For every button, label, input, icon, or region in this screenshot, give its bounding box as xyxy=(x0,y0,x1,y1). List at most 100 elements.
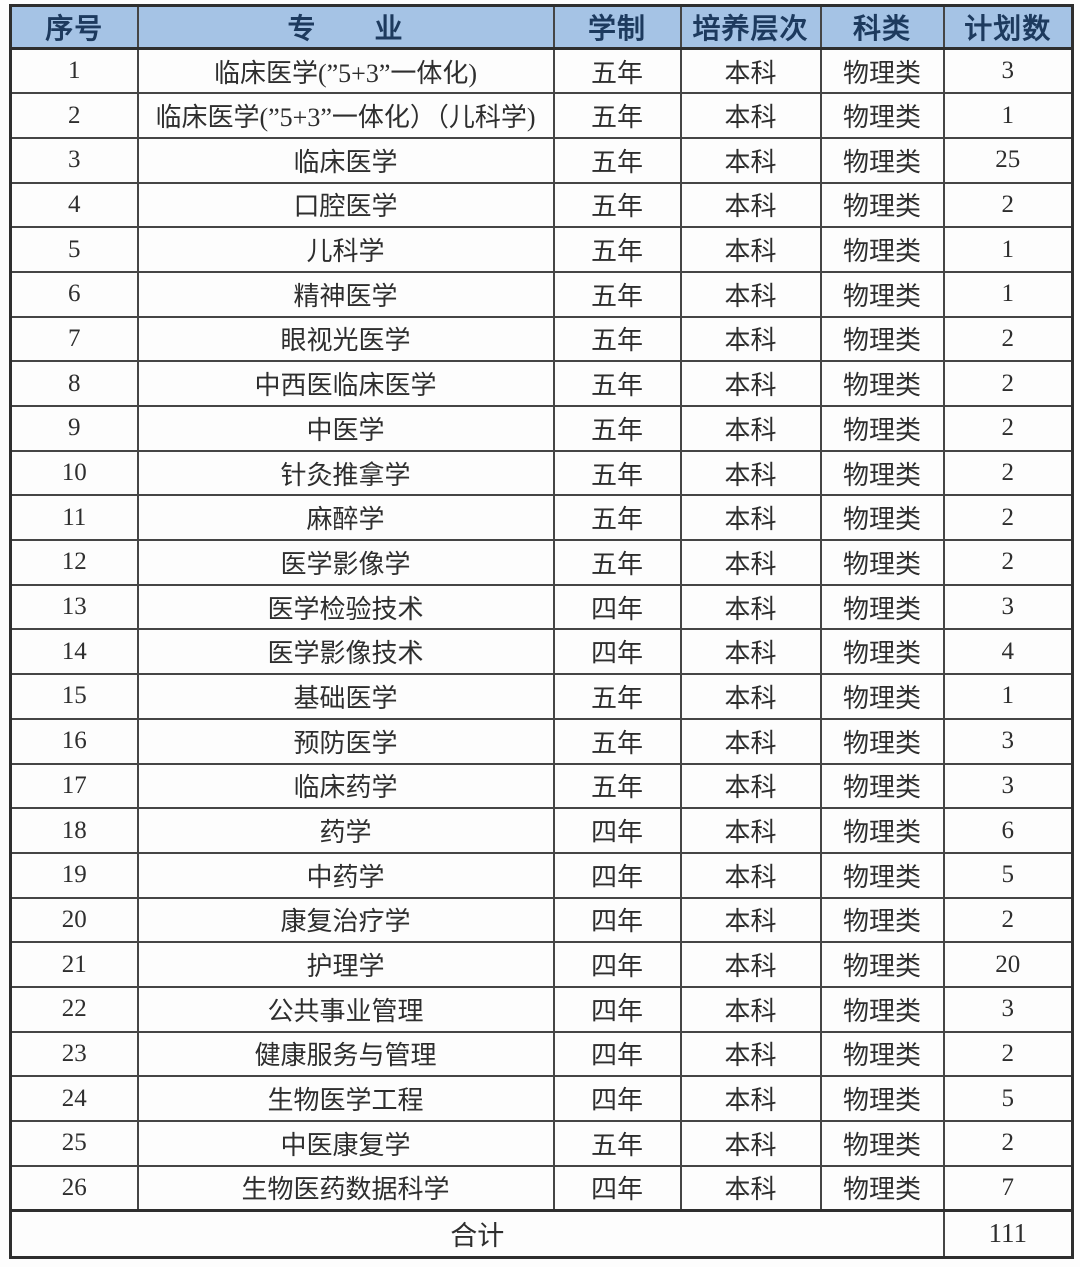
category-cell: 物理类 xyxy=(819,673,945,720)
plan-count-cell: 2 xyxy=(942,1030,1074,1078)
category-cell: 物理类 xyxy=(819,539,945,586)
level-cell: 本科 xyxy=(679,807,822,854)
category-cell: 物理类 xyxy=(819,1164,945,1212)
major-cell: 麻醉学 xyxy=(136,494,555,542)
table-row: 17 临床药学 五年 本科 物理类 3 xyxy=(9,762,1074,810)
row-number-cell: 8 xyxy=(9,360,139,407)
plan-count-cell: 25 xyxy=(942,136,1074,184)
duration-cell: 五年 xyxy=(552,226,682,273)
table-row: 4 口腔医学 五年 本科 物理类 2 xyxy=(9,181,1074,229)
duration-cell: 四年 xyxy=(552,985,682,1033)
category-cell: 物理类 xyxy=(819,136,945,184)
table-row: 25 中医康复学 五年 本科 物理类 2 xyxy=(9,1120,1074,1167)
plan-count-cell: 5 xyxy=(942,851,1074,899)
table-row: 8 中西医临床医学 五年 本科 物理类 2 xyxy=(9,360,1074,407)
major-cell: 基础医学 xyxy=(136,673,555,720)
row-number-cell: 7 xyxy=(9,315,139,363)
plan-count-cell: 2 xyxy=(942,539,1074,586)
major-cell: 医学检验技术 xyxy=(136,583,555,631)
total-label: 合计 xyxy=(9,1208,945,1259)
header-plan-count: 计划数 xyxy=(942,4,1074,50)
duration-cell: 五年 xyxy=(552,494,682,542)
table-row: 24 生物医学工程 四年 本科 物理类 5 xyxy=(9,1075,1074,1122)
level-cell: 本科 xyxy=(679,628,822,676)
table-row: 7 眼视光医学 五年 本科 物理类 2 xyxy=(9,315,1074,363)
table-body: 1 临床医学(”5+3”一体化) 五年 本科 物理类 3 2 临床医学(”5+3”一体化）（儿… xyxy=(9,47,1074,1212)
total-row: 合计 111 xyxy=(9,1208,1074,1259)
category-cell: 物理类 xyxy=(819,405,945,452)
table-row: 22 公共事业管理 四年 本科 物理类 3 xyxy=(9,985,1074,1033)
table-row: 5 儿科学 五年 本科 物理类 1 xyxy=(9,226,1074,273)
duration-cell: 五年 xyxy=(552,673,682,720)
row-number-cell: 2 xyxy=(9,92,139,139)
table-row: 18 药学 四年 本科 物理类 6 xyxy=(9,807,1074,854)
level-cell: 本科 xyxy=(679,1075,822,1122)
plan-count-cell: 3 xyxy=(942,985,1074,1033)
table-footer: 合计 111 xyxy=(9,1208,1074,1259)
table-row: 21 护理学 四年 本科 物理类 20 xyxy=(9,941,1074,988)
table-header: 序号 专 业 学制 培养层次 科类 计划数 xyxy=(9,4,1074,50)
level-cell: 本科 xyxy=(679,673,822,720)
category-cell: 物理类 xyxy=(819,360,945,407)
plan-count-cell: 7 xyxy=(942,1164,1074,1212)
table-row: 12 医学影像学 五年 本科 物理类 2 xyxy=(9,539,1074,586)
level-cell: 本科 xyxy=(679,717,822,765)
table-row: 15 基础医学 五年 本科 物理类 1 xyxy=(9,673,1074,720)
table-row: 23 健康服务与管理 四年 本科 物理类 2 xyxy=(9,1030,1074,1078)
total-value: 111 xyxy=(942,1208,1074,1259)
admission-plan-table: 序号 专 业 学制 培养层次 科类 计划数 1 临床医学(”5+3”一体化) 五年本… xyxy=(9,4,1074,1259)
plan-count-cell: 2 xyxy=(942,1120,1074,1167)
row-number-cell: 9 xyxy=(9,405,139,452)
plan-count-cell: 1 xyxy=(942,673,1074,720)
table-row: 1 临床医学(”5+3”一体化) 五年 本科 物理类 3 xyxy=(9,47,1074,95)
major-cell: 精神医学 xyxy=(136,270,555,318)
category-cell: 物理类 xyxy=(819,494,945,542)
table-row: 9 中医学 五年 本科 物理类 2 xyxy=(9,405,1074,452)
row-number-cell: 1 xyxy=(9,47,139,95)
level-cell: 本科 xyxy=(679,449,822,497)
plan-count-cell: 2 xyxy=(942,360,1074,407)
category-cell: 物理类 xyxy=(819,226,945,273)
level-cell: 本科 xyxy=(679,851,822,899)
major-cell: 医学影像学 xyxy=(136,539,555,586)
duration-cell: 四年 xyxy=(552,941,682,988)
plan-count-cell: 1 xyxy=(942,92,1074,139)
duration-cell: 五年 xyxy=(552,717,682,765)
major-cell: 儿科学 xyxy=(136,226,555,273)
major-cell: 临床医学 xyxy=(136,136,555,184)
row-number-cell: 22 xyxy=(9,985,139,1033)
category-cell: 物理类 xyxy=(819,896,945,944)
major-cell: 药学 xyxy=(136,807,555,854)
row-number-cell: 3 xyxy=(9,136,139,184)
category-cell: 物理类 xyxy=(819,315,945,363)
level-cell: 本科 xyxy=(679,1164,822,1212)
major-cell: 生物医学工程 xyxy=(136,1075,555,1122)
table-row: 14 医学影像技术 四年 本科 物理类 4 xyxy=(9,628,1074,676)
plan-count-cell: 1 xyxy=(942,226,1074,273)
row-number-cell: 23 xyxy=(9,1030,139,1078)
plan-count-cell: 2 xyxy=(942,449,1074,497)
major-cell: 针灸推拿学 xyxy=(136,449,555,497)
duration-cell: 四年 xyxy=(552,851,682,899)
header-level: 培养层次 xyxy=(679,4,822,50)
major-cell: 预防医学 xyxy=(136,717,555,765)
level-cell: 本科 xyxy=(679,405,822,452)
level-cell: 本科 xyxy=(679,539,822,586)
level-cell: 本科 xyxy=(679,47,822,95)
row-number-cell: 4 xyxy=(9,181,139,229)
plan-count-cell: 2 xyxy=(942,315,1074,363)
category-cell: 物理类 xyxy=(819,47,945,95)
major-cell: 临床医学(”5+3”一体化）（儿科学) xyxy=(136,92,555,139)
major-cell: 临床医学(”5+3”一体化) xyxy=(136,47,555,95)
plan-count-cell: 3 xyxy=(942,47,1074,95)
level-cell: 本科 xyxy=(679,181,822,229)
category-cell: 物理类 xyxy=(819,270,945,318)
plan-count-cell: 3 xyxy=(942,583,1074,631)
level-cell: 本科 xyxy=(679,762,822,810)
plan-count-cell: 6 xyxy=(942,807,1074,854)
plan-count-cell: 2 xyxy=(942,181,1074,229)
table-row: 26 生物医药数据科学 四年 本科 物理类 7 xyxy=(9,1164,1074,1212)
major-cell: 中西医临床医学 xyxy=(136,360,555,407)
duration-cell: 五年 xyxy=(552,270,682,318)
category-cell: 物理类 xyxy=(819,583,945,631)
